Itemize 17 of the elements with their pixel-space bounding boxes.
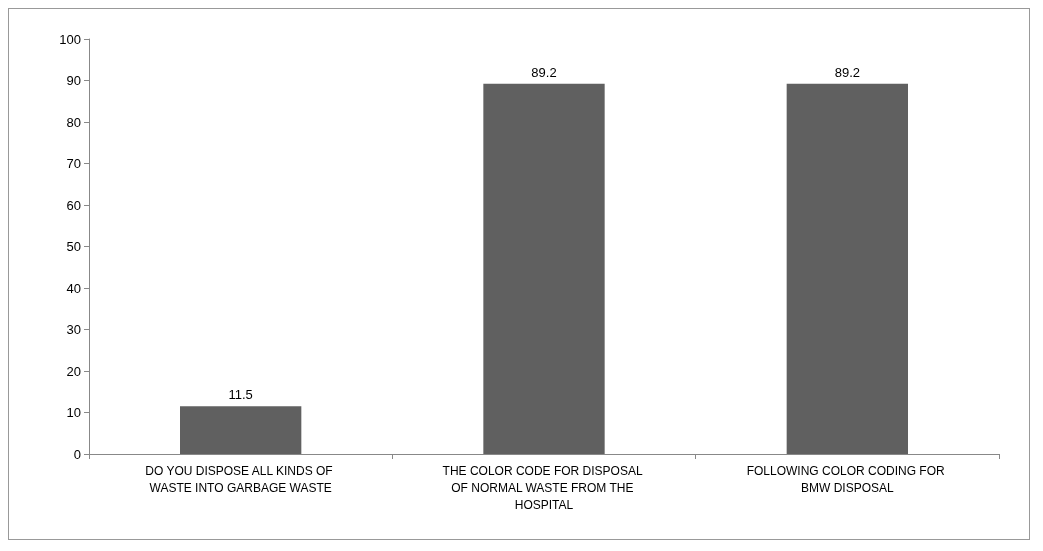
- y-tick-label: 20: [66, 363, 81, 379]
- y-tick-label: 80: [66, 114, 81, 130]
- y-tick-label: 40: [66, 280, 81, 296]
- data-label: 11.5: [228, 387, 253, 403]
- x-tick-label: THE COLOR CODE FOR DISPOSAL OF NORMAL WASTE FROM THE HOSPITAL: [442, 463, 646, 512]
- y-tick-label: 60: [66, 197, 81, 213]
- y-tick-label: 30: [66, 322, 81, 337]
- data-label: 89.2: [834, 64, 860, 80]
- y-tick-label: 10: [66, 405, 81, 420]
- y-tick-label: 90: [66, 73, 81, 88]
- data-label: 89.2: [531, 64, 557, 80]
- y-tick-label: 70: [66, 156, 81, 171]
- y-tick-label: 100: [59, 31, 81, 47]
- x-tick-label: FOLLOWING COLOR CODING FOR BMW DISPOSAL: [746, 463, 949, 495]
- y-tick-label: 50: [66, 239, 81, 254]
- x-tick-label: DO YOU DISPOSE ALL KINDS OF WASTE INTO GARBAGE WASTE: [145, 463, 337, 495]
- y-tick-label: 0: [73, 446, 81, 462]
